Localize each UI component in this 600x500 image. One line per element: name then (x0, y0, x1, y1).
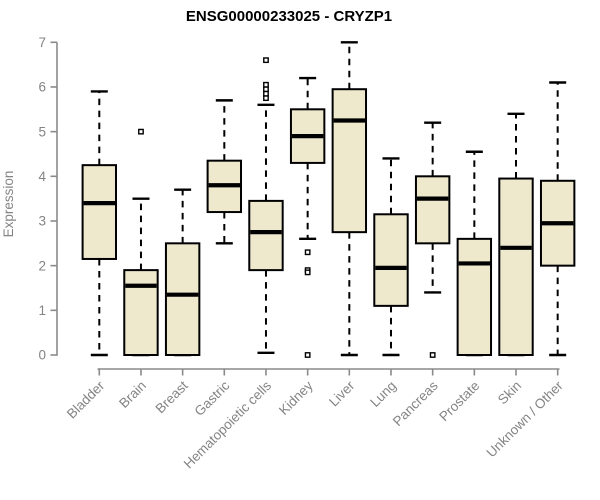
y-tick-label: 1 (38, 303, 46, 318)
outlier-point (304, 269, 311, 276)
y-tick-label: 5 (38, 124, 46, 139)
y-tick-label: 4 (38, 169, 46, 184)
box-liver (331, 88, 368, 234)
x-tick-label: Gastric (192, 378, 233, 419)
outlier-point (263, 81, 269, 88)
box-breast (164, 242, 201, 356)
x-tick-label: Liver (326, 378, 358, 410)
outlier-point (263, 86, 269, 93)
box-pancreas (414, 175, 451, 245)
x-tick-label: Unknown / Other (484, 378, 567, 461)
x-tick-label: Skin (495, 378, 524, 407)
x-tick-label: Prostate (436, 378, 482, 424)
y-tick-label: 3 (38, 214, 46, 229)
chart-title: ENSG00000233025 - CRYZP1 (186, 8, 392, 25)
box-brain (123, 269, 159, 356)
y-tick-label: 7 (38, 35, 46, 50)
x-tick-label: Lung (367, 378, 399, 410)
box-hematopoietic-cells (248, 199, 284, 272)
box-lung (373, 213, 409, 307)
y-tick-label: 6 (38, 80, 46, 95)
x-tick-label: Brain (116, 378, 149, 411)
y-axis-label: Expression (1, 171, 16, 238)
x-tick-label: Pancreas (390, 378, 441, 429)
x-tick-label: Bladder (64, 378, 108, 422)
box-bladder (81, 164, 117, 260)
x-tick-label: Kidney (276, 378, 316, 418)
y-tick-label: 2 (38, 258, 46, 273)
box-prostate (456, 237, 493, 356)
outlier-point (263, 90, 269, 97)
box-skin (498, 177, 534, 356)
outlier-point (263, 57, 269, 64)
outlier-point (138, 128, 144, 135)
outlier-point (304, 249, 311, 256)
outlier-point (429, 352, 436, 358)
x-tick-label: Breast (153, 378, 191, 416)
y-tick-label: 0 (38, 348, 46, 363)
outlier-point (304, 352, 311, 358)
outlier-point (263, 95, 269, 102)
